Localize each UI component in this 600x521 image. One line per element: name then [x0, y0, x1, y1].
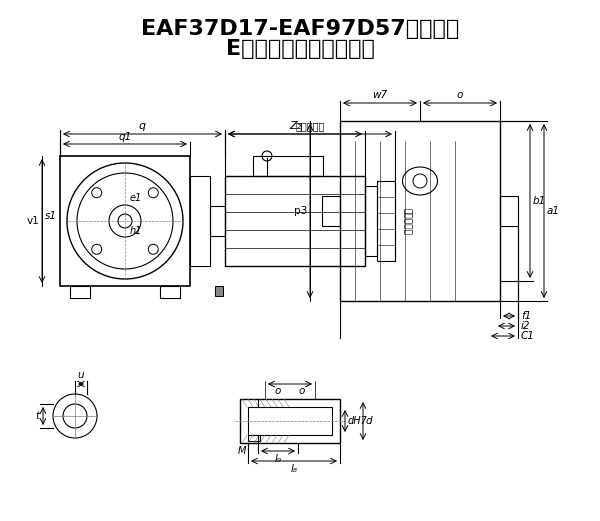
- Text: f1: f1: [521, 311, 531, 321]
- Text: o: o: [275, 386, 281, 396]
- Bar: [340, 121, 500, 301]
- Text: E系列双级外形安装尺寸: E系列双级外形安装尺寸: [226, 39, 374, 59]
- Text: M: M: [238, 446, 246, 456]
- Bar: [248, 407, 332, 435]
- Bar: [225, 176, 365, 266]
- Text: 接电机尺寸: 接电机尺寸: [295, 121, 325, 131]
- Text: q1: q1: [118, 132, 131, 142]
- Bar: [210, 206, 225, 236]
- Text: u: u: [77, 370, 85, 380]
- Text: l₈: l₈: [290, 464, 298, 474]
- Text: 接电机尺寸: 接电机尺寸: [402, 207, 411, 234]
- Text: t: t: [35, 411, 39, 421]
- Text: a1: a1: [547, 206, 560, 216]
- Text: EAF37D17-EAF97D57法兰安装: EAF37D17-EAF97D57法兰安装: [141, 19, 459, 39]
- Bar: [70, 286, 90, 298]
- Text: C1: C1: [521, 331, 535, 341]
- Bar: [215, 286, 223, 296]
- Bar: [190, 176, 210, 266]
- Bar: [160, 286, 180, 298]
- Text: i2: i2: [521, 321, 530, 331]
- Text: o: o: [299, 386, 305, 396]
- Text: p3: p3: [294, 206, 307, 216]
- Text: e1: e1: [130, 193, 142, 203]
- Bar: [240, 399, 340, 443]
- Bar: [253, 156, 323, 176]
- Text: w7: w7: [373, 90, 388, 100]
- Bar: [365, 186, 377, 256]
- Text: dH7: dH7: [348, 416, 368, 426]
- Bar: [322, 196, 340, 226]
- Bar: [60, 156, 190, 286]
- Text: d: d: [366, 416, 373, 426]
- Text: h1: h1: [130, 226, 142, 236]
- Text: v1: v1: [26, 216, 39, 226]
- Text: l₉: l₉: [275, 454, 281, 464]
- Text: s1: s1: [45, 211, 57, 221]
- Text: o: o: [457, 90, 463, 100]
- Bar: [377, 181, 395, 261]
- Text: Z₂: Z₂: [289, 121, 301, 131]
- Text: q: q: [139, 121, 146, 131]
- Text: b1: b1: [533, 196, 546, 206]
- Bar: [248, 435, 260, 441]
- Bar: [500, 196, 518, 226]
